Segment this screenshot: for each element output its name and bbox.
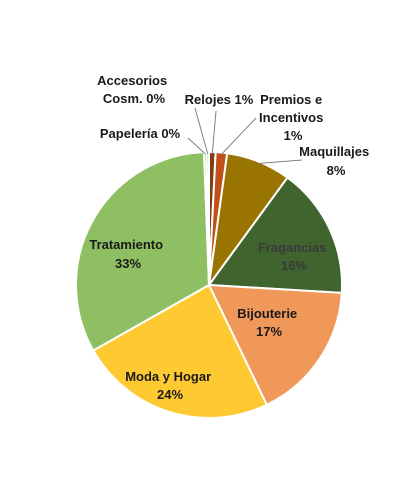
leader-lines [187, 107, 303, 165]
label-premios-line2: Incentivos [259, 110, 323, 125]
label-maquillajes-line1: Maquillajes [299, 144, 369, 159]
leader-line-relojes [211, 110, 217, 155]
pie-slice-fragancias [207, 176, 343, 294]
label-moda: Moda y Hogar 24% [125, 369, 215, 402]
label-fragancias: Fragancias 16% [258, 240, 330, 273]
pie-slice-bijouterie [207, 283, 343, 407]
label-bijouterie-line1: Bijouterie [237, 306, 297, 321]
label-premios: Premios e Incentivos 1% [259, 92, 327, 143]
label-tratamiento-line1: Tratamiento [89, 237, 163, 252]
label-premios-line3: 1% [284, 128, 303, 143]
label-relojes: Relojes 1% [185, 92, 254, 107]
label-accesorios-line2: Cosm. 0% [103, 91, 166, 106]
label-maquillajes: Maquillajes 8% [299, 144, 373, 178]
label-maquillajes-line2: 8% [327, 163, 346, 178]
pie-slice-tratamiento [75, 151, 211, 352]
label-accesorios: Accesorios Cosm. 0% [97, 73, 171, 106]
label-papeleria: Papelería 0% [100, 126, 181, 141]
label-moda-line2: 24% [157, 387, 183, 402]
pie-slices [75, 150, 343, 419]
leader-line-maquillajes [258, 159, 303, 165]
label-premios-line1: Premios e [260, 92, 322, 107]
label-fragancias-line1: Fragancias [258, 240, 327, 255]
label-bijouterie: Bijouterie 17% [237, 306, 301, 339]
pie-slice-moda-y-hogar [91, 283, 269, 419]
pie-slice-accesorios-cosm [205, 150, 210, 286]
leader-line-accesorios [194, 107, 209, 155]
label-moda-line1: Moda y Hogar [125, 369, 211, 384]
label-tratamiento: Tratamiento 33% [89, 237, 166, 271]
label-accesorios-line1: Accesorios [97, 73, 167, 88]
leader-line-premios [220, 117, 257, 155]
label-fragancias-line2: 16% [281, 258, 307, 273]
leader-line-papeleria [187, 137, 206, 155]
label-bijouterie-line2: 17% [256, 324, 282, 339]
label-tratamiento-line2: 33% [115, 256, 141, 271]
